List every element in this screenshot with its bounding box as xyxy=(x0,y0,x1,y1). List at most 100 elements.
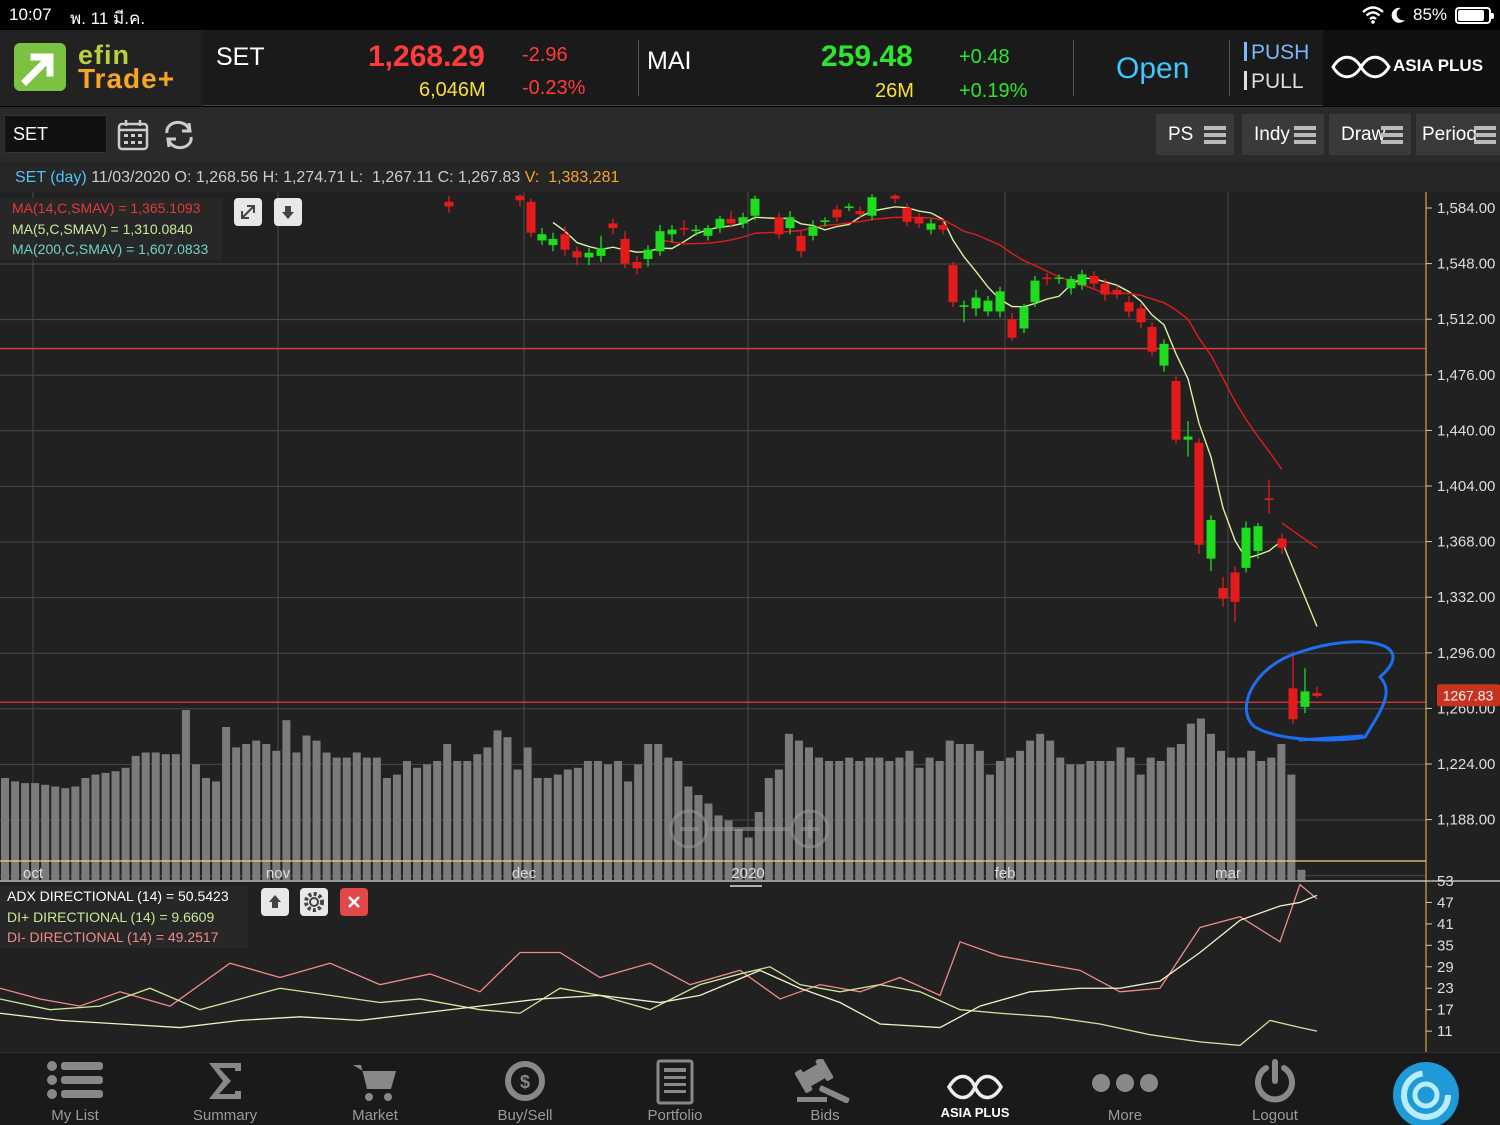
push-pull-toggle[interactable]: PUSH PULL xyxy=(1244,41,1309,99)
expand-chart-button[interactable] xyxy=(234,198,262,226)
gear-icon xyxy=(304,892,324,912)
nav-bids[interactable]: Bids xyxy=(750,1053,900,1125)
price-chart[interactable]: 1,584.00 1,548.00 1,512.00 1,476.00 1,440.00… xyxy=(0,192,1500,1052)
adx-panel: 53 47 41 35 29 23 17 11 xyxy=(0,873,1454,1047)
draw-button-label: Draw xyxy=(1341,124,1386,145)
nav-market[interactable]: Market xyxy=(300,1053,450,1125)
refresh-icon[interactable] xyxy=(162,118,196,152)
draw-button[interactable]: Draw xyxy=(1329,114,1411,155)
volume-bar xyxy=(1277,744,1286,880)
volume-bar xyxy=(372,757,381,880)
info-open: 1,268.56 xyxy=(195,169,259,186)
nav-portfolio[interactable]: Portfolio xyxy=(600,1053,750,1125)
candle-body xyxy=(1241,527,1251,568)
volume-bar xyxy=(714,815,723,880)
candle-body xyxy=(537,234,547,241)
volume-bar xyxy=(855,761,864,880)
candle-body xyxy=(548,238,558,246)
volume-bar xyxy=(865,757,874,880)
calendar-icon[interactable] xyxy=(116,118,150,152)
candle xyxy=(560,226,570,256)
candle xyxy=(820,217,830,227)
volume-bar xyxy=(794,740,803,880)
move-down-button[interactable] xyxy=(274,198,302,226)
price-tick-label: 1,584.00 xyxy=(1437,200,1495,217)
moving-average-lines xyxy=(552,206,1318,627)
candle-body xyxy=(1147,326,1157,352)
nav-logout-label: Logout xyxy=(1252,1107,1298,1124)
candle xyxy=(1171,376,1181,445)
candle xyxy=(983,296,993,317)
volume-bar xyxy=(362,757,371,880)
ps-button[interactable]: PS xyxy=(1156,114,1234,155)
candle-body xyxy=(959,305,969,307)
candle xyxy=(1159,339,1169,372)
di-minus-line xyxy=(0,883,1318,1007)
price-tick-label: 1,440.00 xyxy=(1437,422,1495,439)
di-plus-legend: DI+ DIRECTIONAL (14) = 9.6609 xyxy=(7,908,215,925)
candle-body xyxy=(890,195,900,199)
volume-bar xyxy=(272,750,281,880)
volume-bar xyxy=(141,752,150,880)
candle-body xyxy=(971,297,981,309)
candle xyxy=(1230,566,1240,622)
volume-bar xyxy=(1176,744,1185,880)
candle xyxy=(655,224,665,256)
volume-bar xyxy=(1016,750,1025,880)
zoom-out-icon xyxy=(669,809,709,849)
info-open-label: O: xyxy=(174,169,192,186)
chart-area[interactable]: 1,584.00 1,548.00 1,512.00 1,476.00 1,440.00… xyxy=(0,192,1500,1052)
price-tick-label: 1,224.00 xyxy=(1437,756,1495,773)
nav-my-list[interactable]: My List xyxy=(0,1053,150,1125)
candle-body xyxy=(1054,277,1064,280)
candle xyxy=(1253,523,1263,559)
remove-indicator-button[interactable] xyxy=(340,888,368,916)
volume-bar xyxy=(21,783,30,880)
candle xyxy=(1277,533,1287,554)
candle-body xyxy=(1042,277,1052,280)
candle xyxy=(1077,269,1087,290)
close-icon xyxy=(348,896,360,908)
volume-bar xyxy=(674,761,683,880)
candle-body xyxy=(1112,289,1122,295)
move-up-button[interactable] xyxy=(261,888,289,916)
push-option[interactable]: PUSH xyxy=(1244,41,1309,70)
period-button[interactable]: Period xyxy=(1416,114,1500,155)
candle xyxy=(995,286,1005,318)
sync-button[interactable] xyxy=(1393,1062,1459,1125)
nav-logout[interactable]: Logout xyxy=(1200,1053,1350,1125)
candle xyxy=(596,235,606,263)
zoom-out-button[interactable] xyxy=(669,809,709,849)
pull-option[interactable]: PULL xyxy=(1244,70,1309,99)
candle-body xyxy=(608,223,618,229)
candle xyxy=(971,289,981,317)
price-tick-label: 1,368.00 xyxy=(1437,534,1495,551)
nav-buy-sell[interactable]: $ Buy/Sell xyxy=(450,1053,600,1125)
volume-bar xyxy=(1066,764,1075,880)
power-icon xyxy=(1255,1059,1295,1103)
nav-asia-plus[interactable]: ASIA PLUS xyxy=(900,1053,1050,1125)
indicator-settings-button[interactable] xyxy=(300,888,328,916)
candle-body xyxy=(914,217,924,224)
candle xyxy=(774,212,784,239)
indy-button[interactable]: Indy xyxy=(1242,114,1324,155)
candle-body xyxy=(785,217,795,229)
symbol-input[interactable]: SET xyxy=(4,115,107,153)
volume-bar xyxy=(985,774,994,880)
volume-bar xyxy=(875,757,884,880)
candle-body xyxy=(526,201,536,233)
set-index-change: -2.96 xyxy=(522,44,568,66)
last-price-label: 1267.83 xyxy=(1443,687,1494,703)
volume-bar xyxy=(644,744,653,880)
nav-more[interactable]: More xyxy=(1050,1053,1200,1125)
zoom-in-button[interactable] xyxy=(790,809,830,849)
nav-summary[interactable]: Summary xyxy=(150,1053,300,1125)
volume-bar xyxy=(1106,761,1115,880)
volume-bar xyxy=(995,761,1004,880)
buy-sell-icon: $ xyxy=(505,1061,545,1101)
candle xyxy=(902,203,912,227)
candle-body xyxy=(444,201,454,207)
candle-body xyxy=(691,229,701,232)
adx-legend: ADX DIRECTIONAL (14) = 50.5423 DI+ DIREC… xyxy=(0,886,248,948)
menu-icon xyxy=(1474,126,1496,144)
